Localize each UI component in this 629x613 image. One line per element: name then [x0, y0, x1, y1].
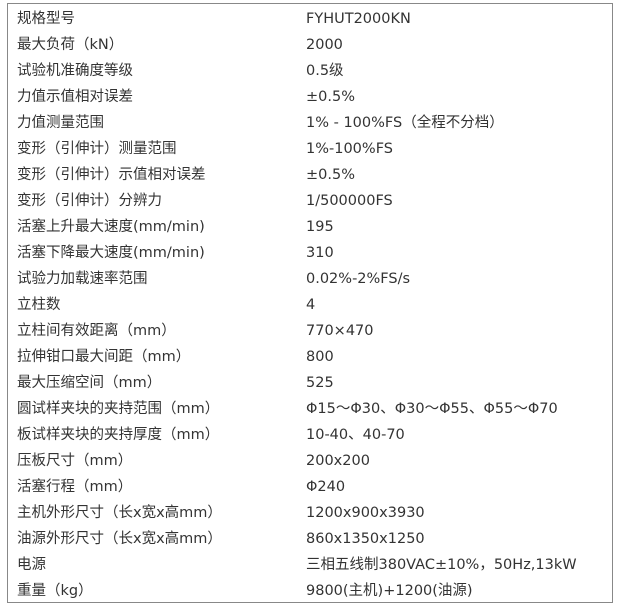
- spec-value: 200x200: [306, 453, 370, 469]
- spec-label: 重量（kg）: [17, 583, 93, 599]
- spec-value: 10-40、40-70: [306, 427, 405, 443]
- spec-value: 1%-100%FS: [306, 141, 393, 157]
- spec-value: 4: [306, 297, 316, 313]
- spec-label: 活塞上升最大速度(mm/min): [17, 219, 205, 235]
- spec-value: 525: [306, 375, 334, 391]
- spec-label: 立柱数: [17, 297, 61, 313]
- spec-label: 变形（引伸计）分辨力: [17, 193, 162, 209]
- spec-label: 主机外形尺寸（长x宽x高mm）: [17, 505, 222, 521]
- spec-value: 9800(主机)+1200(油源): [306, 583, 473, 599]
- spec-label: 活塞行程（mm）: [17, 479, 133, 495]
- spec-label: 拉伸钳口最大间距（mm）: [17, 349, 191, 365]
- spec-label: 板试样夹块的夹持厚度（mm）: [17, 427, 220, 443]
- spec-label: 立柱间有效距离（mm）: [17, 323, 176, 339]
- spec-label: 规格型号: [17, 11, 75, 27]
- spec-value: 800: [306, 349, 334, 365]
- spec-value: 0.5级: [306, 63, 344, 79]
- spec-label: 圆试样夹块的夹持范围（mm）: [17, 401, 220, 417]
- spec-value: 三相五线制380VAC±10%，50Hz,13kW: [306, 557, 577, 573]
- spec-label: 油源外形尺寸（长x宽x高mm）: [17, 531, 222, 547]
- spec-label: 电源: [17, 557, 46, 573]
- spec-value: 1% - 100%FS（全程不分档）: [306, 115, 504, 131]
- spec-value: 770×470: [306, 323, 374, 339]
- spec-label: 最大负荷（kN）: [17, 37, 124, 53]
- spec-value: FYHUT2000KN: [306, 11, 411, 27]
- spec-label: 变形（引伸计）示值相对误差: [17, 167, 206, 183]
- spec-label: 压板尺寸（mm）: [17, 453, 133, 469]
- spec-value: 0.02%-2%FS/s: [306, 271, 411, 287]
- spec-value: ±0.5%: [306, 167, 355, 183]
- spec-label: 变形（引伸计）测量范围: [17, 141, 177, 157]
- spec-value: 1/500000FS: [306, 193, 393, 209]
- spec-value: 860x1350x1250: [306, 531, 425, 547]
- spec-value: ±0.5%: [306, 89, 355, 105]
- spec-value: 195: [306, 219, 334, 235]
- spec-value: 310: [306, 245, 334, 261]
- spec-label: 力值测量范围: [17, 115, 104, 131]
- spec-table: 规格型号 FYHUT2000KN 最大负荷（kN） 2000 试验机准确度等级 0.5级力…: [7, 3, 613, 603]
- spec-label: 力值示值相对误差: [17, 89, 133, 105]
- spec-value: 2000: [306, 37, 343, 53]
- spec-label: 最大压缩空间（mm）: [17, 375, 162, 391]
- spec-label: 试验力加载速率范围: [17, 271, 148, 287]
- spec-value: Φ240: [306, 479, 346, 495]
- spec-label: 活塞下降最大速度(mm/min): [17, 245, 205, 261]
- spec-label: 试验机准确度等级: [17, 63, 133, 79]
- spec-value: 1200x900x3930: [306, 505, 425, 521]
- spec-value: Φ15～Φ30、Φ30～Φ55、Φ55～Φ70: [306, 401, 558, 417]
